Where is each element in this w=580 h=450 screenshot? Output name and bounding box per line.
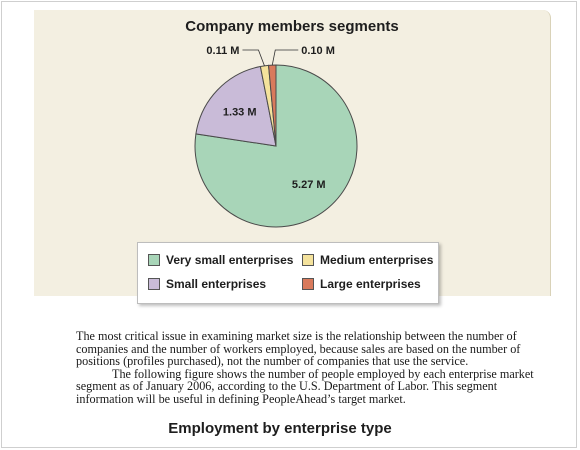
- chart-title: Company members segments: [185, 18, 399, 35]
- legend-item-small: Small enterprises: [148, 277, 266, 291]
- chart-panel: Company members segments 5.27 M 1.33 M 0.1…: [34, 10, 551, 304]
- pie-slice-large: [267, 64, 277, 147]
- legend-item-medium: Medium enterprises: [302, 253, 433, 267]
- legend-label-small: Small enterprises: [166, 277, 267, 291]
- legend-swatch-large: [302, 278, 314, 290]
- legend-item-very-small: Very small enterprises: [148, 253, 293, 267]
- slice-label-medium: 0.11 M: [206, 45, 239, 57]
- pie-slice-small: [195, 65, 277, 147]
- legend-label-very-small: Very small enterprises: [166, 253, 294, 267]
- chart-legend: Very small enterprises Small enterprises…: [137, 242, 439, 304]
- paragraph-2: The following figure shows the number of…: [76, 366, 534, 406]
- slice-label-large: 0.10 M: [301, 45, 335, 57]
- body-text: The most critical issue in examining mar…: [76, 330, 546, 406]
- paragraph-1: The most critical issue in examining mar…: [76, 329, 521, 369]
- pie-chart: 5.27 M 1.33 M 0.11 M 0.10 M: [194, 45, 358, 228]
- legend-swatch-very-small: [148, 254, 160, 266]
- legend-swatch-medium: [302, 254, 314, 266]
- legend-label-large: Large enterprises: [320, 277, 421, 291]
- slice-label-small: 1.33 M: [223, 106, 257, 118]
- legend-label-medium: Medium enterprises: [320, 253, 434, 267]
- legend-item-large: Large enterprises: [302, 277, 421, 291]
- leader-line-medium: [242, 49, 265, 66]
- slice-label-very-small: 5.27 M: [292, 179, 326, 191]
- leader-line-large: [271, 49, 299, 66]
- legend-swatch-small: [148, 278, 160, 290]
- next-chart-title: Employment by enterprise type: [168, 420, 392, 437]
